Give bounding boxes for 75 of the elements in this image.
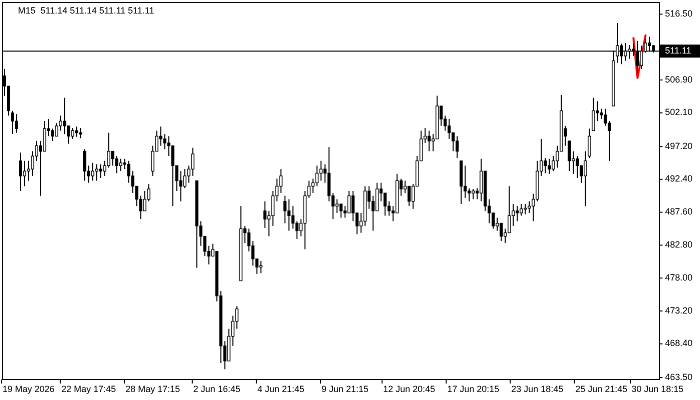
candlestick	[107, 132, 110, 168]
candlestick	[10, 110, 14, 135]
x-tick-label: 25 Jun 21:45	[575, 384, 628, 394]
candlestick	[99, 164, 102, 178]
candlestick	[524, 204, 527, 215]
y-tick-label: 497.20	[665, 140, 693, 151]
x-tick-label: 17 Jun 20:15	[447, 384, 500, 394]
y-tick-label: 482.80	[665, 240, 693, 250]
candlestick	[468, 188, 471, 202]
candlestick	[568, 140, 571, 172]
ref-line-label: 511.11	[665, 45, 692, 56]
y-tick-label: 516.50	[665, 8, 693, 19]
x-tick-label: 12 Jun 20:45	[383, 384, 436, 394]
x-tick-label: 28 May 17:15	[125, 384, 180, 394]
y-tick-label: 473.20	[665, 305, 693, 316]
candlestick	[91, 162, 94, 182]
candlestick	[287, 198, 290, 232]
candlestick	[79, 127, 82, 139]
candlestick	[347, 190, 351, 214]
candlestick	[376, 182, 379, 212]
y-tick-label: 463.50	[665, 372, 693, 382]
candlestick	[259, 260, 262, 274]
candlestick	[600, 108, 603, 120]
candlestick	[291, 206, 294, 230]
candlestick	[163, 134, 166, 150]
candlestick	[548, 158, 551, 174]
candlestick	[22, 160, 26, 187]
x-tick-label: 4 Jun 21:45	[257, 384, 304, 394]
candlestick	[408, 186, 411, 207]
candlestick	[472, 188, 475, 200]
candlestick	[576, 156, 579, 178]
candlestick	[71, 127, 74, 140]
candlestick	[279, 168, 282, 194]
candlestick	[384, 192, 387, 216]
y-tick-label: 506.90	[665, 74, 693, 84]
y-tick-label: 468.40	[665, 338, 693, 348]
candlestick	[55, 122, 58, 137]
candlestick	[516, 206, 519, 222]
chart-title: M15 511.14 511.14 511.11 511.11	[18, 5, 154, 16]
candlestick	[335, 198, 339, 214]
candlestick	[544, 158, 547, 174]
x-tick-label: 2 Jun 16:45	[193, 384, 240, 394]
candlestick	[63, 97, 66, 135]
candlestick	[456, 136, 459, 159]
candlestick	[83, 148, 86, 182]
candlestick	[588, 128, 591, 159]
candlestick	[263, 200, 266, 229]
x-tick-label: 22 May 17:45	[61, 384, 116, 394]
x-tick-label: 30 Jun 18:15	[631, 384, 684, 394]
candlestick	[319, 160, 323, 182]
candlestick	[315, 165, 319, 187]
candlestick	[43, 120, 46, 152]
y-tick-label: 492.40	[665, 174, 693, 184]
candlestick	[428, 130, 431, 152]
line-series	[632, 34, 646, 79]
candlestick	[339, 204, 343, 218]
candlestick	[75, 126, 78, 138]
candlestick	[592, 97, 595, 132]
candlestick	[448, 118, 451, 140]
candlestick	[119, 158, 122, 172]
candlestick	[528, 200, 531, 214]
candlestick	[127, 160, 130, 184]
y-tick-label: 478.00	[665, 272, 693, 282]
candlestick	[584, 150, 587, 207]
y-tick-label: 487.60	[665, 206, 693, 217]
candlestick	[18, 152, 22, 192]
x-tick-label: 9 Jun 21:15	[322, 384, 369, 394]
candlestick	[111, 150, 114, 166]
candlestick	[283, 195, 286, 224]
candlestick	[51, 128, 54, 142]
x-tick-label: 23 Jun 18:45	[511, 384, 564, 394]
x-tick-label: 19 May 2026	[2, 384, 55, 394]
y-tick-label: 502.10	[665, 107, 693, 118]
candlestick	[95, 164, 98, 182]
candlestick	[14, 114, 18, 134]
